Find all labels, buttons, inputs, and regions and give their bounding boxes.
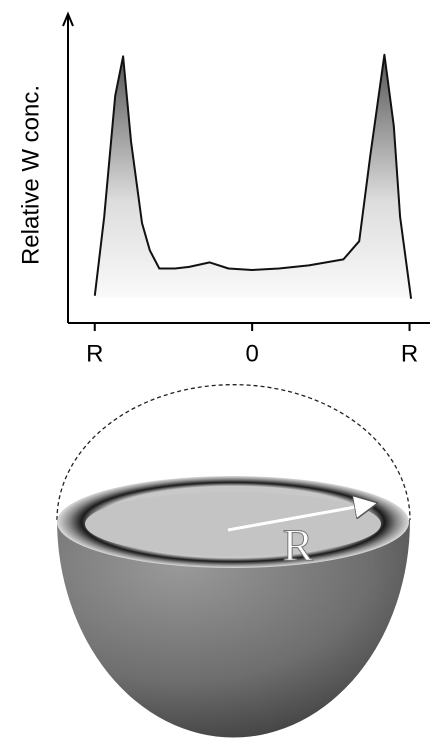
radius-arrow xyxy=(227,504,372,532)
area xyxy=(94,54,412,299)
x-tick-label: 0 xyxy=(245,340,258,367)
hemisphere-bowl xyxy=(57,520,410,738)
radius-label: R xyxy=(283,520,314,571)
cross-section xyxy=(85,492,381,556)
x-tick-label: R xyxy=(401,340,418,367)
line xyxy=(93,53,413,299)
dashed-sphere-outline xyxy=(56,384,411,521)
y-axis-label: Relative W conc. xyxy=(17,85,44,265)
hemisphere-illustration: R xyxy=(56,384,411,738)
y-axis-arrow xyxy=(62,11,74,27)
x-tick-label: R xyxy=(86,340,103,367)
